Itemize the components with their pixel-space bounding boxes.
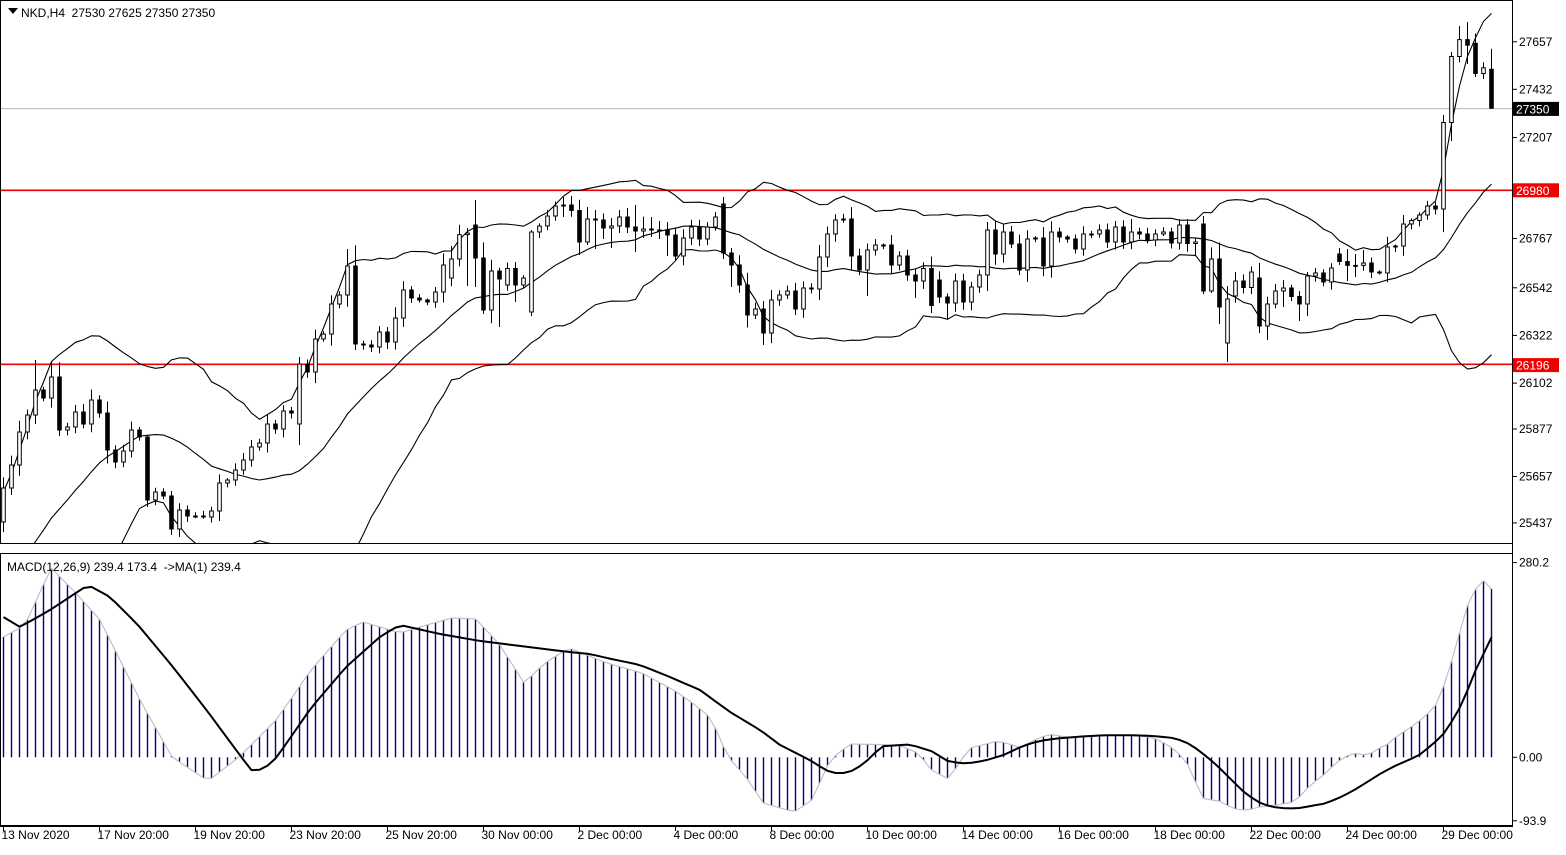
svg-text:22 Dec 00:00: 22 Dec 00:00 <box>1250 828 1322 842</box>
svg-text:27350: 27350 <box>1516 102 1550 116</box>
svg-text:10 Dec 00:00: 10 Dec 00:00 <box>866 828 938 842</box>
svg-text:280.2: 280.2 <box>1519 556 1549 570</box>
svg-text:14 Dec 00:00: 14 Dec 00:00 <box>962 828 1034 842</box>
svg-text:26196: 26196 <box>1516 359 1550 373</box>
svg-text:18 Dec 00:00: 18 Dec 00:00 <box>1154 828 1226 842</box>
svg-text:26980: 26980 <box>1516 184 1550 198</box>
svg-text:27657: 27657 <box>1519 35 1553 49</box>
svg-text:8 Dec 00:00: 8 Dec 00:00 <box>770 828 835 842</box>
svg-text:30 Nov 00:00: 30 Nov 00:00 <box>482 828 554 842</box>
svg-text:13 Nov 2020: 13 Nov 2020 <box>2 828 70 842</box>
svg-text:4 Dec 00:00: 4 Dec 00:00 <box>674 828 739 842</box>
svg-text:MACD(12,26,9) 239.4 173.4 ->M: MACD(12,26,9) 239.4 173.4 ->MA(1) 239.4 <box>7 560 241 574</box>
svg-text:19 Nov 20:00: 19 Nov 20:00 <box>194 828 266 842</box>
svg-text:24 Dec 00:00: 24 Dec 00:00 <box>1346 828 1418 842</box>
svg-text:25 Nov 20:00: 25 Nov 20:00 <box>386 828 458 842</box>
svg-text:NKD,H4 27530 27625 27350 2735: NKD,H4 27530 27625 27350 27350 <box>21 6 215 20</box>
svg-text:26322: 26322 <box>1519 328 1553 342</box>
svg-text:27207: 27207 <box>1519 131 1553 145</box>
svg-text:27432: 27432 <box>1519 82 1553 96</box>
svg-text:25657: 25657 <box>1519 470 1553 484</box>
svg-text:26767: 26767 <box>1519 232 1553 246</box>
svg-text:29 Dec 00:00: 29 Dec 00:00 <box>1442 828 1514 842</box>
svg-text:2 Dec 00:00: 2 Dec 00:00 <box>578 828 643 842</box>
svg-text:16 Dec 00:00: 16 Dec 00:00 <box>1058 828 1130 842</box>
svg-text:25437: 25437 <box>1519 516 1553 530</box>
svg-text:26102: 26102 <box>1519 376 1553 390</box>
svg-text:23 Nov 20:00: 23 Nov 20:00 <box>290 828 362 842</box>
svg-text:0.00: 0.00 <box>1519 750 1543 764</box>
svg-text:17 Nov 20:00: 17 Nov 20:00 <box>98 828 170 842</box>
svg-text:-93.9: -93.9 <box>1519 814 1547 828</box>
svg-text:25877: 25877 <box>1519 422 1553 436</box>
svg-text:26542: 26542 <box>1519 281 1553 295</box>
